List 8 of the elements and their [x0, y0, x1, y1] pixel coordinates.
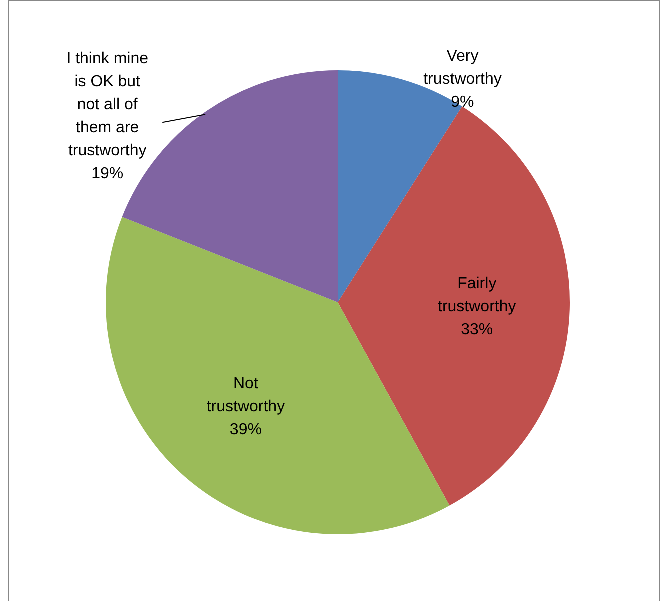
data-label: 9% — [451, 94, 474, 112]
slice-label: Very trustworthy — [424, 48, 502, 88]
data-label: 39% — [230, 421, 262, 438]
slice-label: Not trustworthy — [206, 375, 286, 416]
data-label: 33% — [461, 321, 494, 338]
slice-label: Fairly trustworthy — [438, 275, 516, 316]
data-label: 19% — [92, 166, 124, 183]
slice-label: I think mine is OK but not all of them are trustworthy — [66, 50, 149, 160]
